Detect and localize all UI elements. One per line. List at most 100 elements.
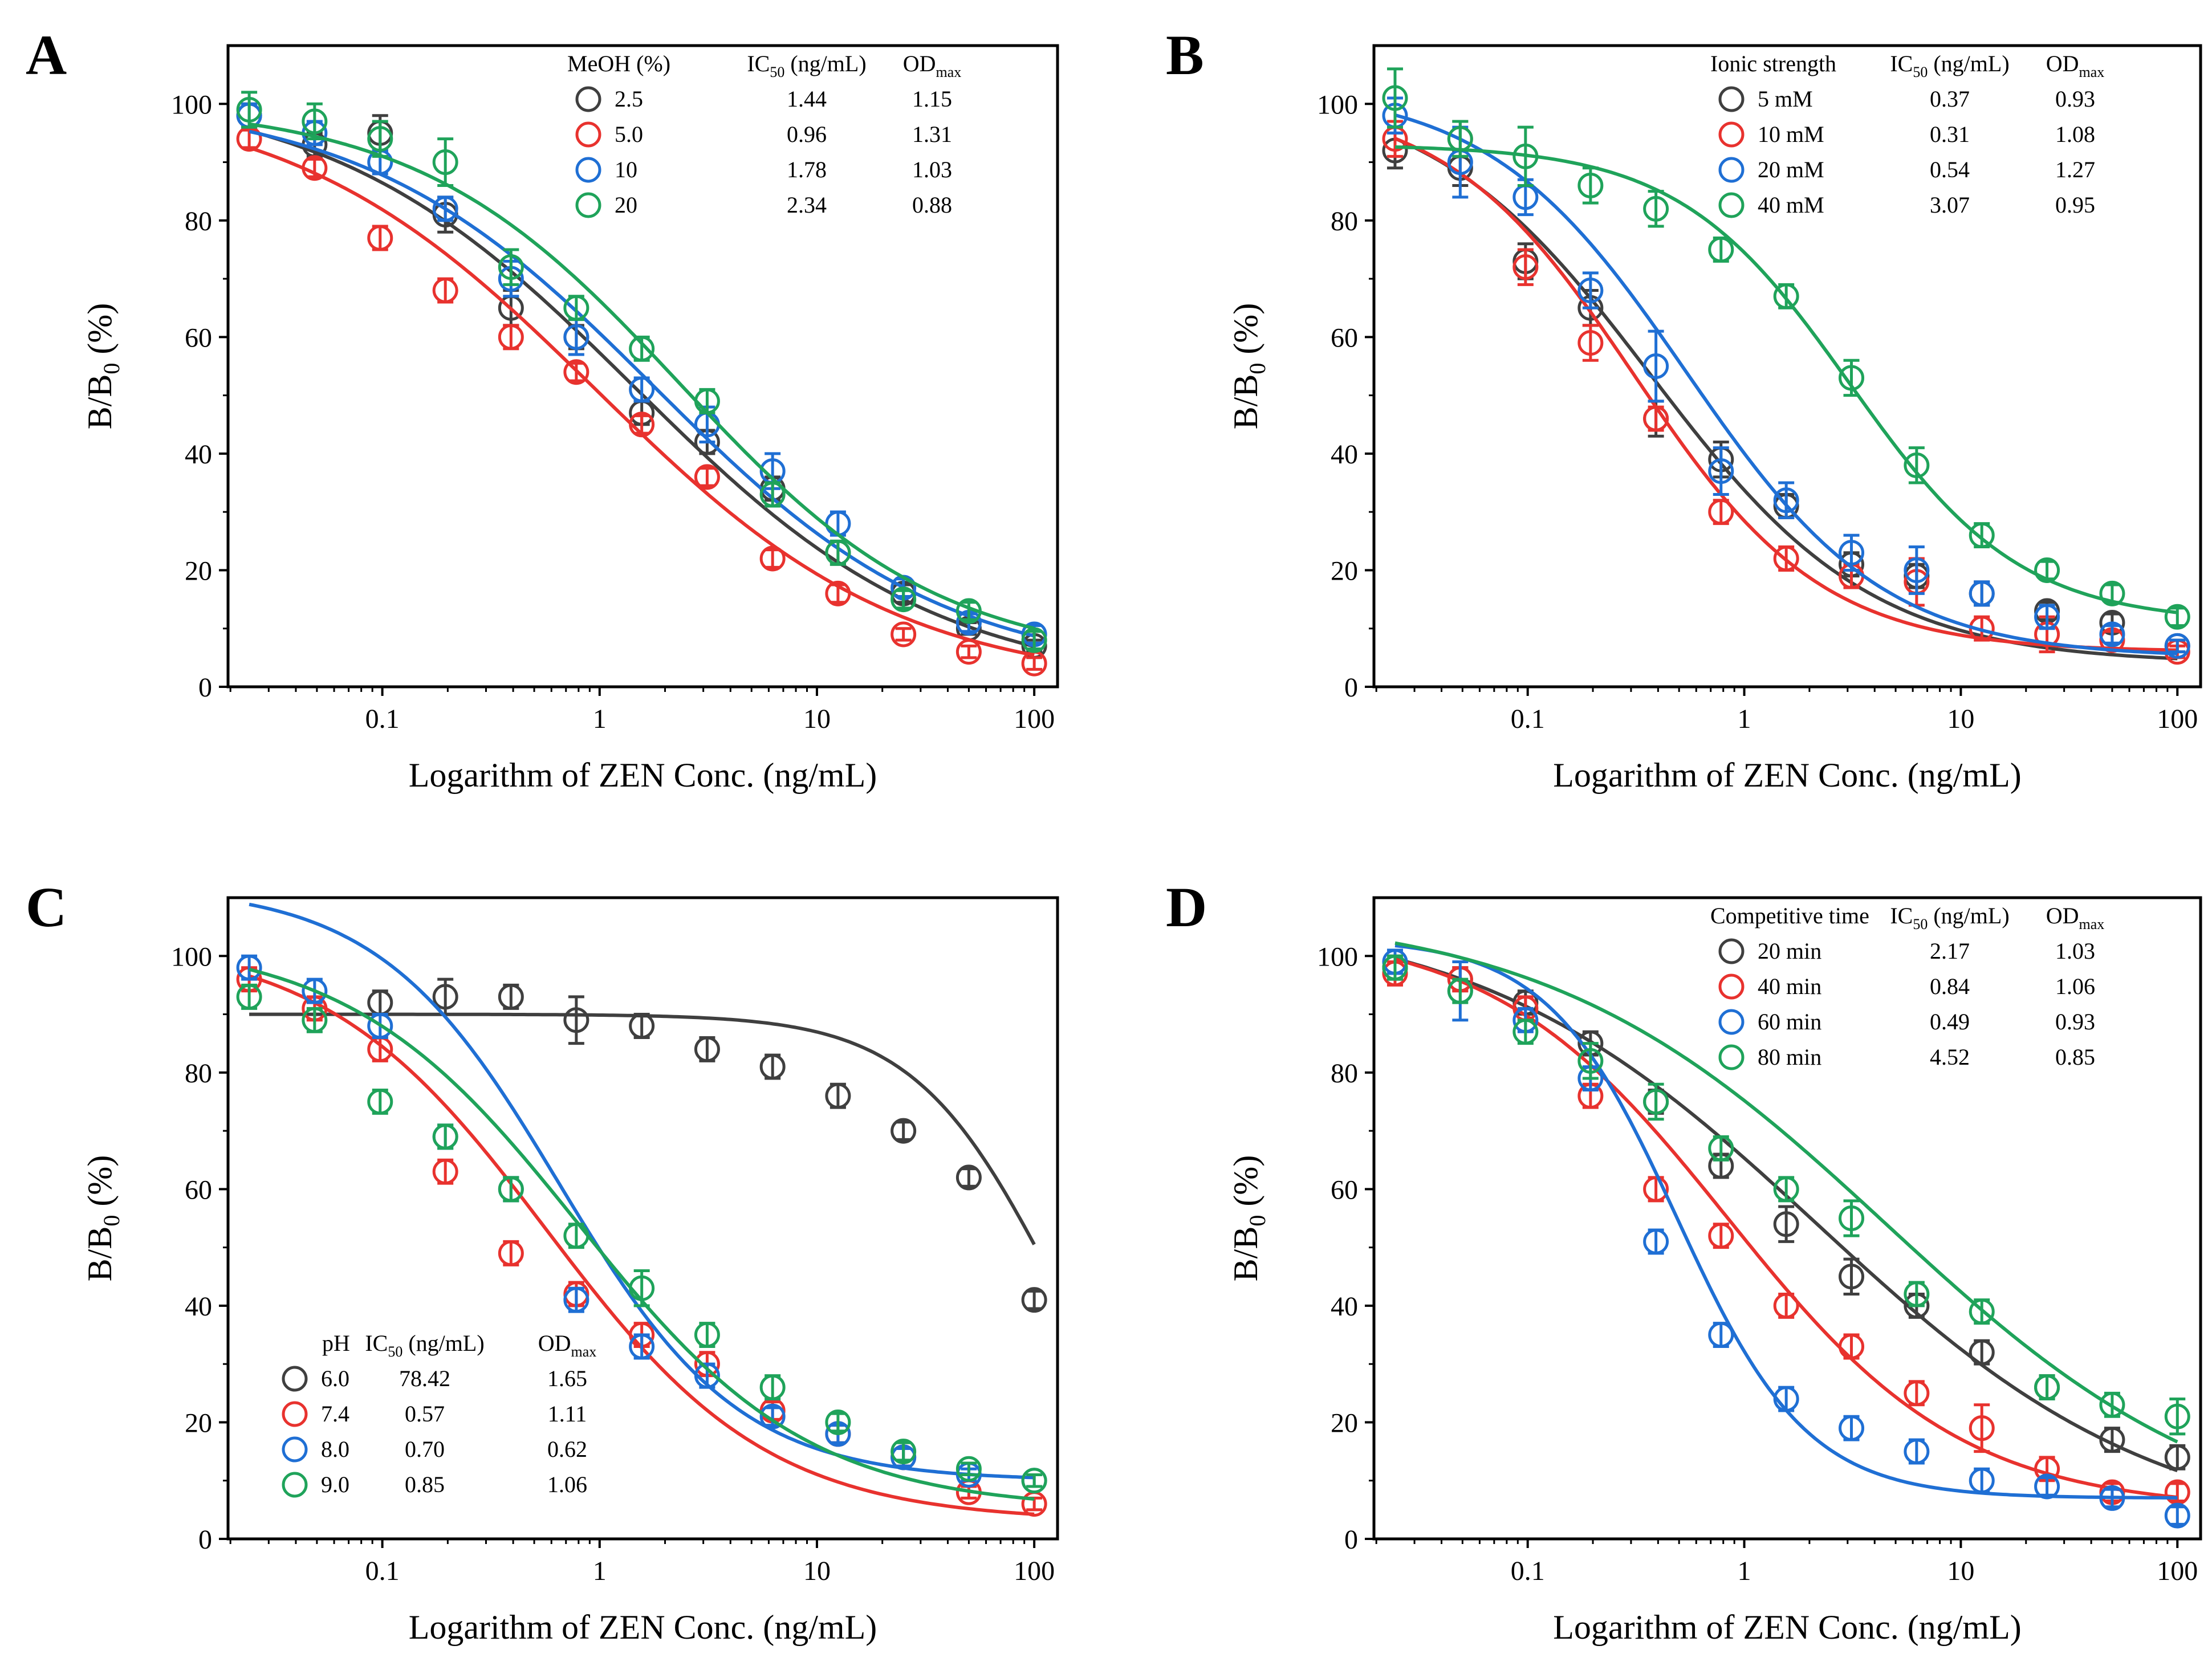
panel-a-series-5-0-point (498, 324, 524, 350)
panel-b-ytick-label-100: 100 (1317, 89, 1358, 120)
panel-a-legend-row-ic50: 0.96 (787, 121, 827, 147)
panel-b-series-20-mm-point (2164, 633, 2190, 659)
panel-c-xtick-label: 0.1 (365, 1556, 400, 1586)
panel-b-series-20-mm-point (1904, 557, 1930, 583)
panel-d-legend-header-odmax: ODmax (2046, 903, 2105, 932)
panel-b-legend-header-variable: Ionic strength (1710, 51, 1836, 76)
panel-a-series-5-0-point (563, 359, 589, 385)
panel-d-legend-row-label: 20 min (1758, 938, 1821, 964)
panel-c-legend-row-label: 8.0 (321, 1436, 349, 1462)
panel-d-series-80-min-point (1382, 955, 1408, 981)
panel-b-series-20-mm-point (1773, 487, 1799, 514)
panel-a-series-20-point (1021, 627, 1047, 653)
panel-b-legend-row-label: 20 mM (1758, 157, 1824, 182)
panel-d-series-80-min-point (1447, 978, 1473, 1004)
panel-d-series-80-min-point (1512, 1019, 1539, 1045)
panel-b-ytick-label-0: 0 (1344, 673, 1358, 703)
panel-d-series-80-min-point (1904, 1281, 1930, 1307)
panel-b-ytick-label-60: 60 (1331, 323, 1358, 353)
panel-a-ytick-label-40: 40 (185, 439, 212, 470)
panel-b-series-40-mm-point (1643, 195, 1669, 222)
panel-c-legend-row-odmax: 1.65 (547, 1366, 587, 1391)
panel-a-series-5-0-point (955, 639, 982, 665)
panel-c-xtick-label: 10 (803, 1556, 831, 1586)
panel-c-legend-row-marker (282, 1472, 308, 1498)
panel-d-legend-row-label: 80 min (1758, 1044, 1821, 1070)
panel-b-series-40-mm-point (1708, 237, 1734, 263)
panel-b-legend-row-odmax: 1.08 (2055, 121, 2095, 147)
panel-c-series-7-4-point (432, 1159, 458, 1185)
panel-a-legend-row-marker (575, 192, 601, 218)
panel-b-series-10-mm-point (1512, 254, 1539, 280)
panel-b-series-40-mm-point (2164, 604, 2190, 630)
panel-a-legend-row-label: 20 (615, 192, 637, 218)
panel-c-series-9-0-point (694, 1322, 720, 1348)
panel-c-series-6-0-point (891, 1118, 917, 1144)
panel-d-series-40-min-point (1643, 1176, 1669, 1202)
panel-d-series-60-min-point (1904, 1439, 1930, 1465)
panel-c-ytick-label-0: 0 (198, 1525, 212, 1555)
panel-a-legend-header-variable: MeOH (%) (567, 51, 670, 76)
panel-d-legend-row-marker (1718, 973, 1745, 1000)
panel-a-series-5-0-point (432, 278, 458, 304)
panel-a-series-20-point (825, 540, 851, 566)
panel-c-legend-row-ic50: 0.70 (405, 1436, 445, 1462)
panel-c-legend-header-ic50: IC50 (ng/mL) (365, 1330, 484, 1360)
panel-c-series-8-0-point (563, 1287, 589, 1313)
panel-c-series-9-0-point (1021, 1468, 1047, 1494)
panel-c-legend-row-label: 7.4 (321, 1401, 349, 1427)
panel-a-legend-row-label: 10 (615, 157, 637, 182)
panel-b-series-10-mm-point (1577, 330, 1604, 356)
panel-d-series-60-min-point (1773, 1386, 1799, 1412)
panel-d-plot-frame (1372, 896, 2202, 1541)
panel-c-legend-row-ic50: 78.42 (399, 1366, 450, 1391)
panel-a: A 0 20 40 60 80 100 0.1 1 10 100 Logarithm of ZEN C… (26, 23, 1059, 794)
panel-d-ytick-label-20: 20 (1331, 1408, 1358, 1438)
panel-d-series-20-min-point (2164, 1444, 2190, 1470)
panel-a-legend-row-marker (575, 157, 601, 183)
panel-a-series-5-0-point (759, 545, 786, 572)
panel-c-letter: C (26, 875, 67, 939)
panel-d-series-20-min-point (2099, 1427, 2125, 1453)
panel-c-series-6-0-point (1021, 1287, 1047, 1313)
panel-c-series-6-0-point (825, 1083, 851, 1109)
panel-b-series-40-mm-point (1447, 126, 1473, 152)
panel-d-series-20-min-point (1773, 1211, 1799, 1237)
panel-a-yaxis-title: B/B0 (%) (81, 303, 124, 430)
panel-d-series-40-min-point (1773, 1293, 1799, 1319)
panel-c-series-9-0-point (563, 1223, 589, 1249)
panel-d-series-80-min-point (1839, 1205, 1865, 1231)
panel-c-series-6-0-point (563, 1007, 589, 1033)
panel-d-ytick-label-0: 0 (1344, 1525, 1358, 1555)
panel-d-xtick-label: 1 (1738, 1556, 1751, 1586)
panel-c-series-9-0-point (432, 1123, 458, 1150)
panel-d-series-80-min-fit-line (1394, 941, 2178, 1444)
panel-a-series-5-0-point (891, 621, 917, 647)
panel-b-series-40-mm-point (1773, 283, 1799, 309)
panel-c-series-8-0-point (694, 1363, 720, 1389)
panel-c-series-9-0-point (891, 1439, 917, 1465)
panel-a-series-20-point (759, 482, 786, 507)
panel-c-series-9-0-point (955, 1456, 982, 1482)
panel-a-legend-row-odmax: 1.15 (912, 86, 952, 112)
panel-b-legend-row-marker (1718, 121, 1745, 148)
panel-c-series-8-0-point (629, 1334, 655, 1359)
panel-d-legend-header-variable: Competitive time (1710, 903, 1869, 928)
panel-a-series-20-point (302, 108, 328, 135)
panel-d-legend-row-marker (1718, 1044, 1745, 1070)
panel-d-ytick-label-80: 80 (1331, 1058, 1358, 1089)
panel-b-series-40-mm-point (2099, 580, 2125, 606)
panel-d-series-60-min-point (2164, 1502, 2190, 1529)
panel-d-legend-row-odmax: 1.03 (2055, 938, 2095, 964)
panel-b-xtick-label: 10 (1947, 704, 1974, 734)
panel-b-legend-row-marker (1718, 86, 1745, 112)
panel-c-ytick-label-20: 20 (185, 1408, 212, 1438)
panel-c-ytick-label-60: 60 (185, 1175, 212, 1205)
panel-c: C 0 20 40 60 80 100 0.1 1 10 100 Logarithm of ZEN C… (26, 875, 1059, 1646)
panel-c-series-9-0-point (498, 1176, 524, 1202)
panel-d-series-60-min-point (1969, 1468, 1995, 1494)
panel-c-series-9-0-point (825, 1409, 851, 1435)
panel-c-series-6-0-point (629, 1013, 655, 1039)
panel-d-legend-row-marker (1718, 938, 1745, 964)
panel-b-series-20-mm-point (1708, 458, 1734, 484)
